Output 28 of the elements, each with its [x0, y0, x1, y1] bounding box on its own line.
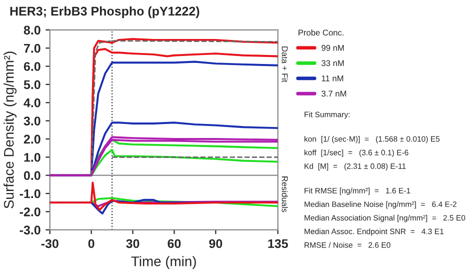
y-tick-label: 3.0 [24, 116, 40, 126]
text: Residuals [282, 176, 288, 212]
y-tick-label: 1.0 [24, 152, 40, 162]
legend-title: Probe Conc. [298, 29, 344, 36]
x-axis-title: Time (min) [131, 256, 196, 270]
y-tick-label: 4.0 [24, 98, 40, 108]
x-tick-label: 90 [209, 239, 222, 248]
x-tick-label: 60 [168, 239, 181, 248]
chart-title: HER3; ErbB3 Phospho (pY1222) [10, 6, 200, 18]
y-tick-label: -2.0 [20, 207, 40, 216]
legend-label: 11 nM [322, 76, 344, 82]
legend-label: 3.7 nM [322, 90, 346, 97]
y-tick-label: 6.0 [24, 62, 40, 71]
x-tick-label: 135 [268, 239, 288, 248]
y-axis-title: Surface Density (ng/mm²) [4, 52, 17, 208]
y-tick-label: 7.0 [24, 44, 40, 53]
text: Data + Fit [282, 46, 288, 82]
y-tick-label: 8.0 [24, 26, 40, 35]
legend-label: 99 nM [322, 44, 344, 51]
x-tick-label: -30 [41, 239, 58, 248]
y-tick-label: 0.0 [24, 171, 40, 180]
legend-label: 33 nM [322, 60, 344, 66]
x-tick-label: 0 [88, 239, 94, 248]
x-tick-label: 30 [126, 239, 140, 248]
y-tick-label: 2.0 [24, 134, 40, 144]
y-tick-label: -1.0 [20, 189, 40, 198]
y-tick-label: -3.0 [20, 226, 40, 235]
y-tick-label: 5.0 [24, 80, 40, 90]
